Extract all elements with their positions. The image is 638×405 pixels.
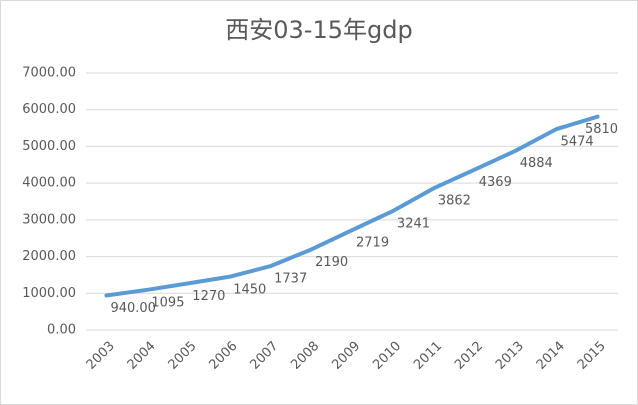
data-label: 1270: [192, 289, 225, 304]
data-label: 4369: [479, 175, 512, 190]
data-label: 1095: [151, 295, 184, 310]
y-tick-label: 4000.00: [22, 176, 76, 191]
data-label: 5474: [561, 135, 594, 150]
data-label: 1737: [274, 272, 307, 287]
data-label: 5810: [585, 122, 618, 137]
data-label: 3862: [438, 194, 471, 209]
y-tick-label: 5000.00: [22, 139, 76, 154]
data-label: 940.00: [110, 301, 156, 316]
data-label: 1450: [233, 282, 266, 297]
y-tick-label: 7000.00: [22, 66, 76, 81]
data-label: 2190: [315, 255, 348, 270]
y-tick-label: 2000.00: [22, 249, 76, 264]
y-tick-label: 3000.00: [22, 212, 76, 227]
data-line: [104, 114, 600, 298]
y-tick-label: 6000.00: [22, 102, 76, 117]
data-label: 3241: [397, 217, 430, 232]
data-label: 2719: [356, 236, 389, 251]
chart-title: 西安03-15年gdp: [225, 16, 412, 44]
y-tick-label: 0.00: [47, 323, 76, 338]
data-label: 4884: [520, 156, 553, 171]
y-tick-label: 1000.00: [22, 286, 76, 301]
